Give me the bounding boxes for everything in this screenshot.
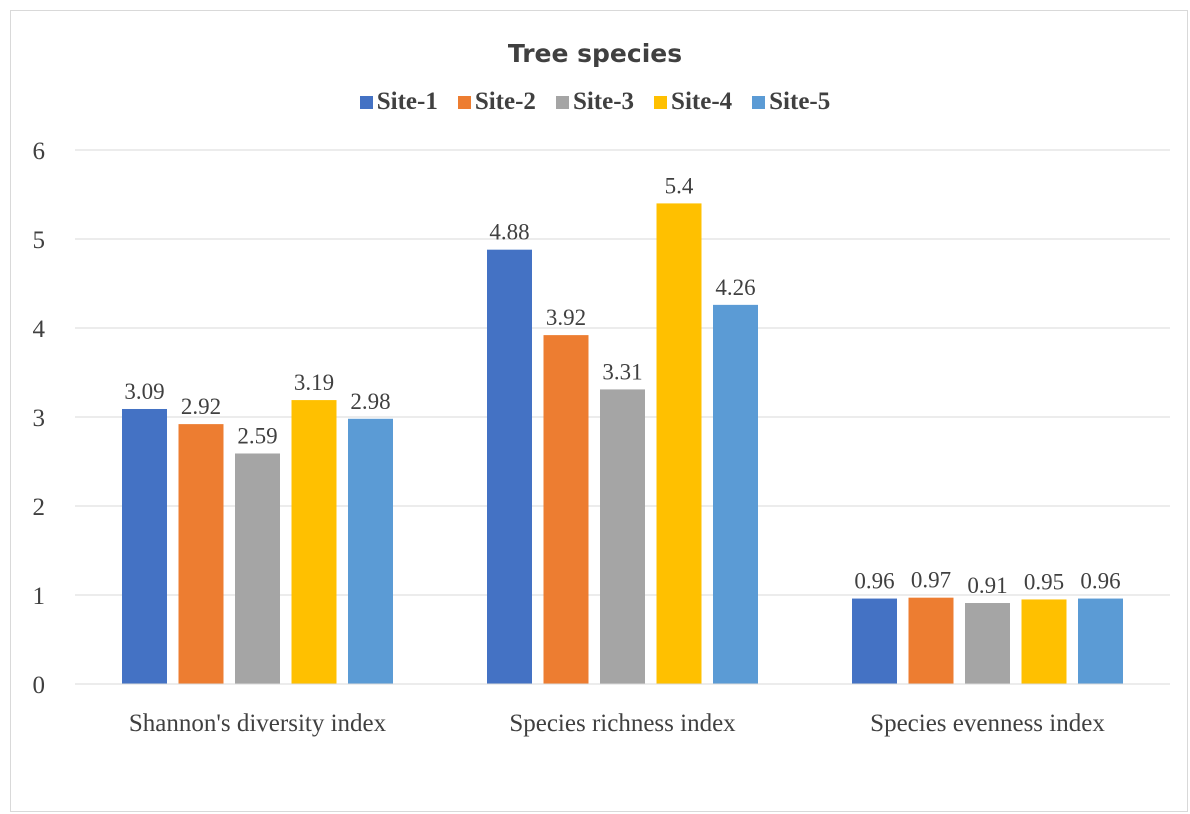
data-label: 0.96 bbox=[854, 569, 894, 594]
data-label: 5.4 bbox=[665, 173, 694, 198]
legend-label: Site-2 bbox=[474, 88, 536, 115]
legend-swatch bbox=[555, 95, 569, 109]
y-tick-label: 2 bbox=[33, 494, 46, 521]
data-label: 3.92 bbox=[546, 305, 586, 330]
data-label: 0.91 bbox=[967, 573, 1007, 598]
data-label: 0.95 bbox=[1024, 569, 1064, 594]
data-label: 3.09 bbox=[124, 379, 164, 404]
bar bbox=[1021, 599, 1067, 684]
data-label: 0.97 bbox=[911, 568, 951, 593]
legend-label: Site-5 bbox=[769, 88, 831, 115]
bar bbox=[543, 335, 589, 684]
data-label: 0.96 bbox=[1080, 569, 1120, 594]
x-category-label: Species evenness index bbox=[870, 710, 1105, 737]
data-label: 4.26 bbox=[715, 275, 755, 300]
bar bbox=[178, 424, 224, 684]
legend-swatch bbox=[359, 95, 373, 109]
y-tick-label: 0 bbox=[33, 672, 46, 699]
chart-title: Tree species bbox=[507, 39, 683, 68]
bar bbox=[656, 203, 702, 684]
legend-item-site-2: Site-2 bbox=[457, 85, 536, 119]
x-category-label: Shannon's diversity index bbox=[129, 710, 387, 737]
bar bbox=[235, 453, 280, 684]
data-label: 2.59 bbox=[237, 423, 277, 448]
y-tick-label: 6 bbox=[33, 138, 46, 165]
legend-label: Site-4 bbox=[671, 88, 733, 115]
legend-swatch bbox=[457, 95, 471, 109]
data-label: 4.88 bbox=[489, 220, 529, 245]
y-tick-label: 1 bbox=[33, 583, 46, 610]
data-label: 3.19 bbox=[294, 370, 334, 395]
legend-item-site-4: Site-4 bbox=[654, 85, 732, 119]
y-tick-label: 4 bbox=[33, 316, 46, 343]
bar bbox=[908, 597, 954, 684]
data-label: 2.98 bbox=[350, 389, 390, 414]
legend-swatch bbox=[654, 95, 668, 109]
legend-item-site-5: Site-5 bbox=[752, 85, 830, 119]
bar bbox=[965, 603, 1010, 684]
bar bbox=[852, 598, 897, 684]
data-label: 2.92 bbox=[181, 394, 221, 419]
legend-item-site-3: Site-3 bbox=[555, 85, 635, 119]
y-tick-label: 3 bbox=[33, 405, 46, 432]
data-label: 3.31 bbox=[602, 359, 642, 384]
bar bbox=[291, 400, 337, 684]
legend-label: Site-3 bbox=[572, 88, 635, 115]
x-category-label: Species richness index bbox=[509, 710, 736, 737]
bar bbox=[1078, 598, 1123, 684]
legend-item-site-1: Site-1 bbox=[359, 85, 438, 119]
bar bbox=[348, 418, 393, 684]
bar bbox=[713, 304, 758, 684]
legend: Site-1 Site-2 Site-3 Site-4 Site-5 bbox=[0, 85, 1190, 119]
legend-label: Site-1 bbox=[376, 88, 438, 115]
bar bbox=[600, 389, 645, 684]
bar bbox=[487, 249, 532, 684]
legend-swatch bbox=[752, 95, 766, 109]
bar bbox=[122, 408, 167, 684]
y-tick-label: 5 bbox=[33, 227, 46, 254]
